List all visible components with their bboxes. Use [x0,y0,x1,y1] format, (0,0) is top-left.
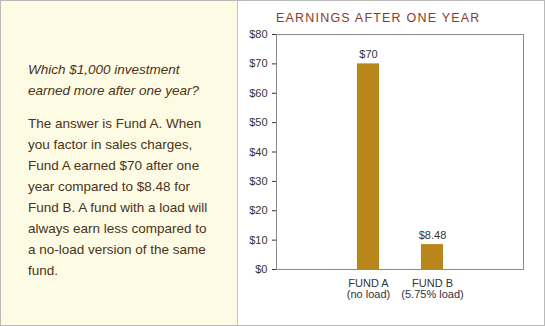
svg-text:$20: $20 [249,204,267,216]
html-text:EARNINGS AFTER ONE YEAR: EARNINGS AFTER ONE YEAR [276,11,481,25]
svg-text:$10: $10 [249,234,267,246]
svg-text:$0: $0 [255,263,267,275]
svg-text:$50: $50 [249,116,267,128]
svg-text:$30: $30 [249,175,267,187]
svg-text:$60: $60 [249,87,267,99]
svg-text:$8.48: $8.48 [419,229,447,241]
svg-text:$70: $70 [359,48,377,60]
svg-text:$80: $80 [249,28,267,40]
html-text:The answer is Fund A. When you: The answer is Fund A. When you factor in… [28,116,208,278]
svg-text:$40: $40 [249,146,267,158]
svg-text:$70: $70 [249,57,267,69]
svg-text:FUND B(5.75% load): FUND B(5.75% load) [401,277,463,300]
svg-text:FUND A(no load): FUND A(no load) [347,277,390,300]
html-text:Which $1,000 investment earned: Which $1,000 investment earned more afte… [28,62,200,98]
